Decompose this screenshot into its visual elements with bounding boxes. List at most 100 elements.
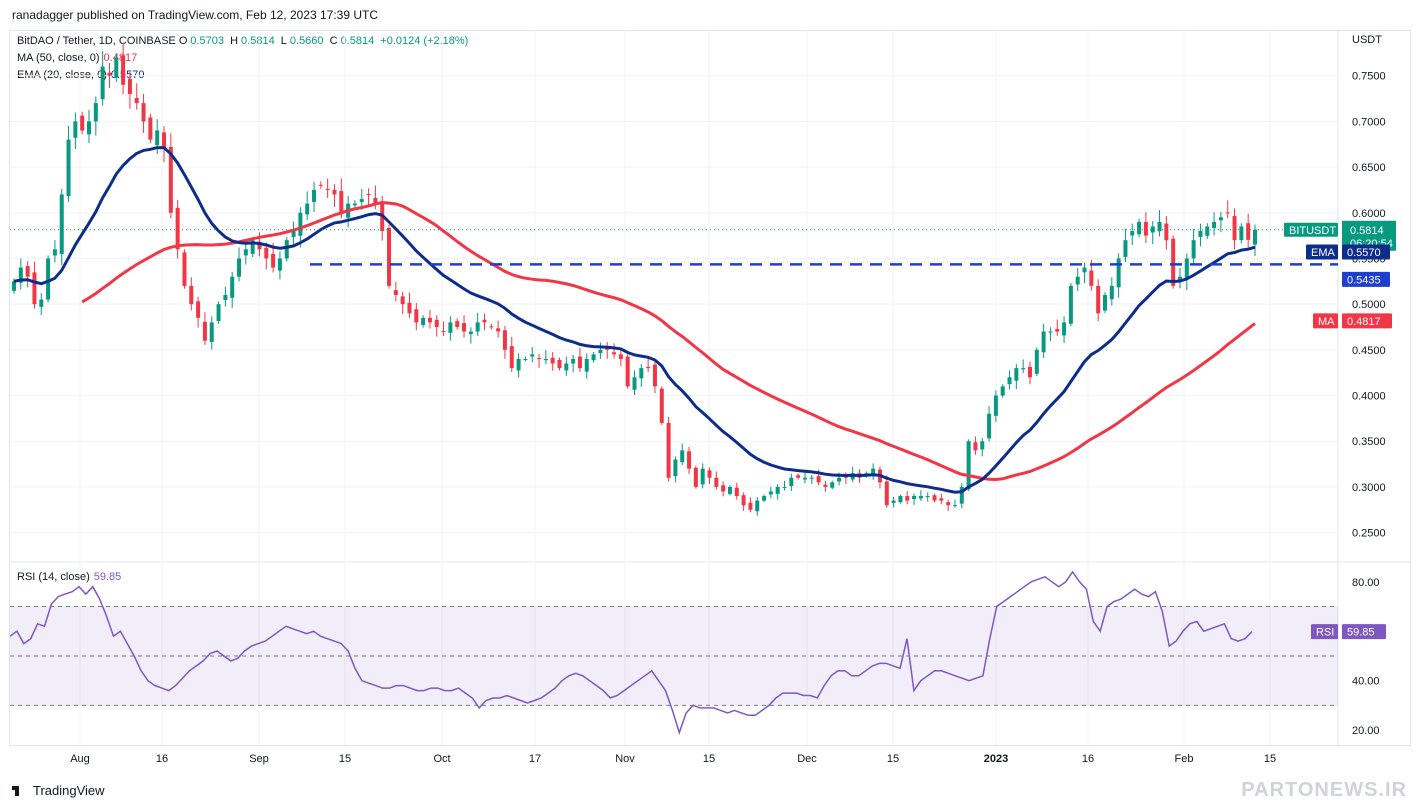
svg-text:BITUSDT: BITUSDT: [1289, 225, 1336, 237]
candle-body: [393, 290, 398, 295]
price-symbol-tag[interactable]: BITUSDT: [1284, 222, 1338, 237]
candle-body: [932, 495, 937, 501]
candle-body: [659, 388, 664, 423]
ema-legend[interactable]: EMA (20, close, 0) 0.5570: [17, 69, 145, 81]
candle-body: [707, 470, 712, 478]
candle-body: [721, 485, 726, 492]
candle-body: [318, 184, 323, 186]
ma-legend-label: MA (50, close, 0): [17, 52, 100, 64]
support-value-tag[interactable]: 0.5435: [1342, 271, 1390, 287]
candle-body: [352, 203, 357, 206]
candle-body: [543, 358, 548, 361]
candle-body: [87, 121, 92, 135]
candle-body: [530, 354, 535, 357]
candle-body: [482, 319, 487, 323]
close-value: 0.5814: [340, 35, 375, 47]
candle-body: [141, 103, 146, 122]
candle-body: [946, 502, 951, 506]
publisher-line: ranadagger published on TradingView.com,…: [12, 8, 379, 22]
candle-body: [162, 132, 167, 149]
candle-body: [612, 352, 617, 355]
candle-body: [400, 296, 405, 305]
candle-body: [952, 505, 957, 507]
ma-value-tag[interactable]: 0.4817: [1342, 313, 1392, 329]
candle-body: [1089, 270, 1094, 286]
x-tick-label: Aug: [70, 753, 90, 765]
candle-body: [516, 358, 521, 371]
candle-body: [427, 317, 432, 323]
candle-body: [1123, 240, 1128, 257]
ma-legend[interactable]: MA (50, close, 0) 0.4817: [17, 52, 137, 64]
ma-tag[interactable]: MA: [1313, 313, 1338, 329]
candle-body: [468, 331, 473, 335]
candle-body: [305, 203, 310, 215]
candle-body: [66, 139, 71, 197]
candle-body: [182, 252, 187, 286]
candle-body: [25, 266, 30, 277]
price-tag-value: 0.5814: [1350, 225, 1384, 237]
candle-body: [489, 326, 494, 328]
y-tick-label: 0.4500: [1352, 345, 1386, 357]
rsi-line: [9, 570, 1253, 735]
candle-body: [121, 55, 126, 85]
candle-body: [155, 130, 160, 146]
candle-body: [359, 199, 364, 202]
candle-body: [673, 459, 678, 477]
candle-body: [80, 115, 85, 131]
candle-body: [925, 496, 930, 498]
candle-body: [809, 477, 814, 479]
rsi-tag[interactable]: RSI: [1311, 624, 1338, 640]
svg-text:59.85: 59.85: [1347, 627, 1375, 639]
candle-body: [1116, 258, 1121, 288]
candle-body: [1253, 229, 1257, 245]
candle-body: [421, 317, 426, 326]
candle-body: [46, 258, 51, 300]
candle-body: [973, 442, 978, 451]
rsi-legend[interactable]: RSI (14, close) 59.85: [17, 571, 121, 583]
candle-body: [714, 477, 719, 487]
svg-text:EMA: EMA: [1311, 247, 1336, 259]
candle-body: [891, 500, 896, 503]
candle-body: [646, 366, 651, 369]
candle-body: [1048, 331, 1053, 333]
candle-body: [257, 241, 262, 250]
ohlc-values: O 0.5703 H 0.5814 L 0.5660 C 0.5814 +0.0124 …: [178, 35, 469, 47]
ema-tag[interactable]: EMA: [1306, 244, 1338, 260]
candle-body: [18, 267, 23, 283]
x-tick-label: Feb: [1175, 753, 1194, 765]
candle-body: [441, 330, 446, 332]
currency-label: USDT: [1352, 34, 1382, 46]
candle-body: [939, 498, 944, 501]
ema-legend-value: 0.5570: [110, 69, 145, 81]
candle-body: [237, 258, 242, 277]
symbol-title[interactable]: BitDAO / Tether, 1D, COINBASE: [17, 35, 176, 47]
candle-body: [339, 191, 344, 213]
candle-body: [584, 358, 589, 372]
y-tick-label: 0.7000: [1352, 116, 1386, 128]
candle-body: [93, 103, 98, 122]
y-tick-label: 0.6500: [1352, 162, 1386, 174]
ema20-line: [13, 146, 1256, 494]
candle-body: [734, 487, 739, 497]
svg-text:MA: MA: [1318, 316, 1335, 328]
svg-text:0.4817: 0.4817: [1347, 316, 1381, 328]
x-tick-label: 16: [156, 753, 168, 765]
candle-body: [59, 194, 64, 254]
rsi-legend-value: 59.85: [93, 571, 122, 583]
candle-body: [802, 477, 807, 480]
candle-body: [312, 189, 317, 202]
candle-body: [741, 495, 746, 506]
candle-body: [148, 117, 153, 140]
candle-body: [680, 450, 685, 463]
candle-body: [639, 368, 644, 379]
candle-body: [789, 477, 794, 487]
x-tick-label: Sep: [249, 753, 269, 765]
ema-value-tag[interactable]: 0.5570: [1342, 244, 1390, 260]
x-tick-label: 2023: [984, 753, 1008, 765]
rsi-tick-label: 80.00: [1352, 577, 1380, 589]
tradingview-logo[interactable]: TradingView: [12, 783, 105, 798]
rsi-value-tag[interactable]: 59.85: [1342, 624, 1386, 640]
candle-body: [687, 451, 692, 469]
